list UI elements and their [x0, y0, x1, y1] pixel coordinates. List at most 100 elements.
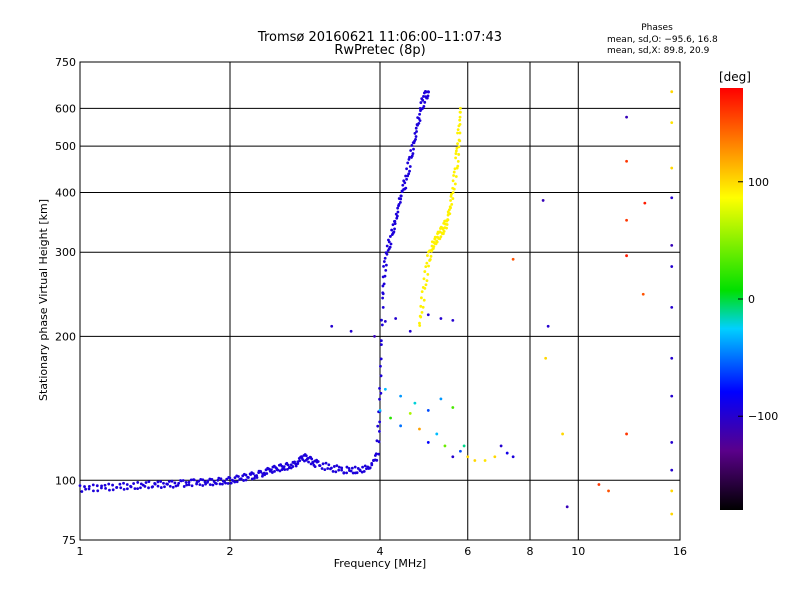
o-mode-point	[192, 478, 196, 482]
x-mode-point	[420, 310, 424, 314]
o-mode-point	[423, 100, 427, 104]
o-mode-point	[87, 487, 91, 491]
scatter-point	[641, 292, 645, 296]
o-mode-point	[230, 478, 234, 482]
scatter-point	[643, 201, 647, 205]
o-mode-point	[349, 469, 353, 473]
o-mode-point	[219, 477, 223, 481]
x-mode-point	[453, 182, 457, 186]
o-mode-point	[233, 476, 237, 480]
o-mode-point	[389, 242, 393, 246]
o-mode-point	[203, 480, 207, 484]
x-mode-point	[456, 142, 459, 146]
o-mode-point	[263, 473, 267, 477]
o-mode-point	[165, 482, 169, 486]
o-mode-point	[365, 467, 368, 471]
o-mode-point	[388, 245, 392, 249]
o-mode-point	[270, 471, 274, 474]
o-mode-point	[345, 465, 349, 469]
o-mode-point	[139, 486, 142, 490]
o-mode-point	[250, 477, 254, 481]
o-mode-point	[251, 472, 255, 476]
o-mode-point	[84, 487, 87, 491]
o-mode-point	[379, 364, 382, 368]
o-mode-point	[147, 480, 151, 484]
scatter-point	[670, 394, 674, 398]
o-mode-point	[228, 476, 232, 480]
o-mode-point	[323, 468, 327, 472]
plot-area: 1 2 4 6 8 10 16 75 100 200 300 400 500 600 750	[55, 56, 687, 558]
o-mode-point	[208, 477, 212, 481]
scatter-point	[625, 254, 628, 258]
o-mode-point	[119, 486, 123, 490]
o-mode-point	[103, 483, 107, 487]
o-mode-point	[273, 469, 276, 473]
o-mode-point	[197, 479, 201, 483]
scatter-point	[670, 512, 674, 516]
o-mode-point	[384, 251, 388, 255]
scatter-point	[408, 412, 412, 415]
o-mode-point	[211, 483, 215, 487]
o-mode-point	[268, 469, 272, 473]
scatter-point	[625, 159, 628, 163]
o-mode-point	[407, 172, 411, 176]
x-mode-point	[442, 221, 446, 225]
o-mode-point	[408, 169, 411, 173]
o-mode-point	[379, 357, 383, 361]
o-mode-point	[87, 484, 91, 488]
o-mode-point	[259, 470, 263, 474]
o-mode-point	[212, 480, 216, 483]
scatter-point	[408, 329, 412, 333]
colorbar-ticks: 100 0 −100	[738, 176, 778, 423]
y-tick-label: 75	[62, 534, 76, 547]
o-mode-point	[313, 465, 317, 469]
o-mode-point	[403, 181, 407, 185]
o-mode-point	[132, 482, 136, 485]
o-mode-point	[400, 189, 404, 193]
x-mode-point	[424, 265, 428, 269]
scatter-point	[426, 313, 430, 317]
x-tick-labels: 1 2 4 6 8 10 16	[77, 545, 688, 558]
o-mode-point	[83, 485, 86, 488]
o-mode-point	[413, 131, 417, 135]
x-tick-label: 8	[527, 545, 534, 558]
o-mode-point	[168, 484, 172, 488]
o-mode-point	[315, 460, 319, 464]
o-mode-point	[363, 464, 367, 468]
o-mode-point	[379, 339, 383, 343]
o-mode-point	[129, 485, 133, 489]
scatter-point	[597, 483, 601, 486]
x-mode-point	[454, 152, 458, 155]
scatter-point	[565, 505, 569, 509]
o-mode-point	[351, 471, 355, 475]
o-mode-point	[396, 206, 400, 210]
o-mode-point	[244, 473, 248, 477]
x-mode-point	[445, 223, 449, 226]
scatter-point	[473, 459, 477, 462]
o-mode-point	[350, 466, 354, 470]
x-tick-label: 4	[377, 545, 384, 558]
y-tick-label: 400	[55, 186, 76, 199]
o-mode-point	[417, 121, 421, 125]
o-mode-point	[393, 227, 396, 231]
scatter-point	[394, 317, 398, 320]
scatter-point	[670, 441, 674, 444]
o-mode-point	[411, 152, 415, 155]
o-mode-point	[187, 480, 191, 484]
o-mode-point	[414, 137, 417, 141]
x-mode-point	[422, 277, 426, 281]
x-mode-point	[451, 197, 455, 200]
o-mode-point	[189, 478, 193, 482]
o-mode-point	[414, 135, 418, 138]
o-mode-point	[104, 486, 107, 490]
o-mode-point	[353, 465, 357, 469]
scatter-point	[389, 416, 392, 420]
o-mode-point	[345, 471, 349, 475]
o-mode-point	[381, 284, 385, 288]
x-mode-point	[445, 226, 448, 230]
o-mode-point	[95, 484, 99, 488]
o-mode-point	[253, 476, 256, 480]
o-mode-point	[136, 487, 140, 491]
o-mode-point	[185, 483, 189, 487]
o-mode-point	[92, 489, 95, 493]
